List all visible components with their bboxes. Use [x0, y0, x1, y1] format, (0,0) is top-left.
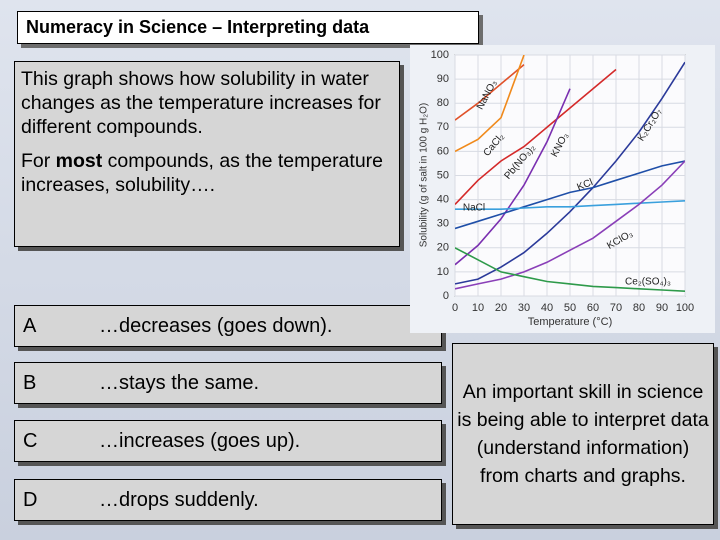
- y-axis-label: Solubility (g of salt in 100 g H₂O): [419, 103, 430, 248]
- series-line: [455, 160, 685, 230]
- option-letter: D: [23, 488, 38, 511]
- x-tick-label: 60: [587, 302, 599, 314]
- option[interactable]: B …stays the same.: [14, 362, 442, 404]
- series-label: NaCl: [463, 203, 485, 214]
- x-tick-label: 40: [541, 302, 553, 314]
- x-tick-label: 30: [518, 302, 530, 314]
- series-label: Ce₂(SO₄)₃: [625, 277, 671, 288]
- y-tick-label: 60: [437, 145, 449, 157]
- x-tick-label: 50: [564, 302, 576, 314]
- x-tick-label: 0: [452, 302, 458, 314]
- series-line: [455, 200, 685, 210]
- series-line: [455, 160, 685, 290]
- chart: Temperature (°C) Solubility (g of salt i…: [410, 45, 715, 333]
- option-text: …decreases (goes down).: [99, 314, 333, 337]
- series-line: [455, 63, 525, 121]
- y-tick-label: 10: [437, 266, 449, 278]
- series-line: [455, 247, 685, 292]
- option-letter: A: [23, 314, 37, 337]
- series-line: [455, 61, 685, 285]
- option-letter: B: [23, 371, 37, 394]
- series-line: [455, 55, 525, 153]
- intro-text: This graph shows how solubility in water…: [21, 68, 381, 138]
- x-tick-label: 70: [610, 302, 622, 314]
- y-tick-label: 80: [437, 97, 449, 109]
- y-tick-label: 0: [443, 290, 449, 302]
- x-tick-label: 100: [676, 302, 694, 314]
- y-tick-label: 20: [437, 242, 449, 254]
- note-text: An important skill in science is being a…: [457, 381, 709, 487]
- x-tick-label: 10: [472, 302, 484, 314]
- option-text: …drops suddenly.: [99, 488, 259, 511]
- intro-question: For most compounds, as the temperature i…: [21, 149, 393, 197]
- y-tick-label: 40: [437, 194, 449, 206]
- y-tick-label: 70: [437, 121, 449, 133]
- y-tick-label: 100: [431, 49, 449, 61]
- option-letter: C: [23, 429, 38, 452]
- slide-title: Numeracy in Science – Interpreting data: [17, 11, 479, 44]
- x-tick-label: 80: [633, 302, 645, 314]
- y-tick-label: 30: [437, 218, 449, 230]
- emphasis: most: [55, 150, 103, 172]
- y-tick-label: 50: [437, 169, 449, 181]
- text: compounds, as the temperature increases,…: [21, 150, 384, 196]
- x-axis-label: Temperature (°C): [528, 316, 612, 328]
- option[interactable]: D …drops suddenly.: [14, 479, 442, 521]
- plot-lines: [455, 55, 685, 292]
- intro-box: This graph shows how solubility in water…: [14, 61, 400, 247]
- note-box: An important skill in science is being a…: [452, 343, 714, 525]
- x-tick-label: 90: [656, 302, 668, 314]
- x-tick-label: 20: [495, 302, 507, 314]
- series-line: [455, 68, 617, 205]
- series-line: [455, 88, 571, 266]
- text: For: [21, 150, 56, 172]
- option[interactable]: A …decreases (goes down).: [14, 305, 442, 347]
- y-tick-label: 90: [437, 73, 449, 85]
- option-text: …stays the same.: [99, 371, 260, 394]
- option-text: …increases (goes up).: [99, 429, 301, 452]
- option[interactable]: C …increases (goes up).: [14, 420, 442, 462]
